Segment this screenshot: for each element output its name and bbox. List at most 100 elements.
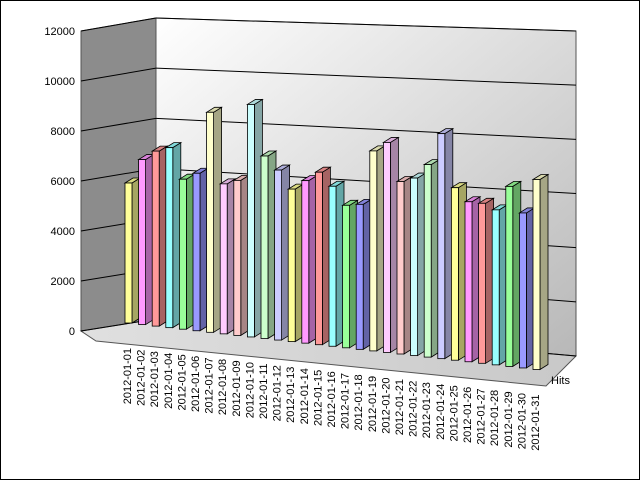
x-tick-label: 2012-01-22 [408, 381, 420, 437]
gridline-side [80, 117, 157, 132]
y-tick-label: 8000 [51, 126, 75, 138]
bar-front [328, 185, 337, 347]
x-tick-label: 2012-01-20 [380, 377, 392, 433]
bar-front [206, 111, 215, 333]
x-tick-label: 2012-01-07 [204, 357, 216, 413]
bar-2012-01-09 [232, 174, 251, 337]
bar-front [138, 159, 147, 325]
bar-front [151, 150, 160, 327]
bar-front [301, 180, 310, 344]
bar-2012-01-01 [123, 177, 142, 324]
x-tick-label: 2012-01-08 [217, 359, 229, 415]
bar-front [192, 172, 201, 332]
bar-2012-01-05 [178, 173, 196, 330]
bar-side [539, 173, 549, 371]
x-tick-label: 2012-01-17 [340, 373, 352, 429]
bar-2012-01-19 [368, 145, 387, 352]
x-tick-label: 2012-01-11 [258, 364, 270, 419]
bar-front [287, 188, 296, 343]
x-tick-label: 2012-01-25 [448, 385, 460, 441]
x-tick-label: 2012-01-01 [122, 348, 134, 404]
bar-2012-01-08 [218, 178, 237, 335]
gridline-side [80, 17, 157, 32]
bar-front [478, 202, 487, 364]
y-tick-label: 0 [69, 326, 75, 338]
bar-front [464, 201, 473, 363]
bar-front [124, 182, 133, 324]
x-tick-label: 2012-01-03 [149, 351, 161, 407]
bar-front [233, 179, 242, 336]
bar-2012-01-28 [490, 204, 509, 366]
bar-front [246, 104, 255, 338]
bar-2012-01-25 [450, 181, 468, 361]
x-tick-label: 2012-01-26 [462, 387, 474, 443]
x-tick-label: 2012-01-15 [312, 370, 324, 426]
bar-2012-01-30 [518, 207, 536, 369]
gridline [155, 67, 577, 86]
x-tick-label: 2012-01-14 [299, 368, 311, 424]
x-tick-label: 2012-01-09 [231, 360, 243, 416]
series-label: Hits [551, 375, 570, 387]
x-tick-label: 2012-01-28 [489, 390, 501, 446]
bar-front [410, 177, 419, 356]
bar-front [382, 142, 391, 353]
y-tick-label: 10000 [44, 76, 75, 88]
gridline [155, 117, 577, 140]
bar-front [260, 155, 269, 339]
bar-2012-01-23 [422, 158, 441, 358]
bar-2012-01-18 [354, 198, 373, 351]
bar-2012-01-31 [531, 173, 550, 371]
bar-2012-01-10 [246, 98, 264, 338]
bar-2012-01-24 [436, 127, 455, 360]
bar-2012-01-06 [191, 167, 210, 332]
bar-2012-01-07 [205, 106, 223, 334]
bar-front [437, 133, 446, 360]
bar-front [423, 164, 432, 358]
bar-2012-01-22 [409, 172, 427, 357]
bar-2012-01-03 [150, 145, 169, 327]
bar-front [165, 147, 174, 329]
bar-front [219, 183, 228, 335]
bar-2012-01-21 [395, 175, 414, 355]
bar-front [491, 209, 500, 366]
bar-front [314, 171, 323, 346]
x-tick-label: 2012-01-06 [190, 356, 202, 412]
bar-front [532, 179, 541, 370]
x-tick-label: 2012-01-23 [421, 382, 433, 438]
x-tick-label: 2012-01-05 [176, 354, 188, 410]
bar-front [450, 187, 459, 361]
bar-front [369, 150, 378, 352]
bar-front [355, 203, 364, 350]
bar-2012-01-11 [259, 150, 278, 340]
bar-front [396, 181, 405, 355]
x-tick-label: 2012-01-29 [503, 391, 515, 447]
bar-front [519, 212, 527, 369]
x-tick-label: 2012-01-04 [163, 353, 175, 409]
x-tick-label: 2012-01-24 [435, 384, 447, 440]
x-tick-label: 2012-01-30 [516, 393, 528, 449]
gridline-side [80, 67, 157, 82]
x-tick-label: 2012-01-10 [244, 362, 256, 418]
bar-2012-01-16 [327, 180, 346, 347]
y-tick-label: 4000 [51, 226, 75, 238]
bar-2012-01-14 [300, 174, 319, 344]
x-tick-label: 2012-01-27 [476, 388, 488, 444]
x-tick-label: 2012-01-13 [285, 367, 297, 423]
x-tick-label: 2012-01-21 [394, 379, 406, 435]
bar-2012-01-02 [137, 153, 155, 326]
bar-2012-01-17 [341, 199, 359, 349]
x-tick-label: 2012-01-02 [136, 350, 148, 406]
y-tick-label: 6000 [51, 176, 75, 188]
bar-2012-01-27 [477, 197, 495, 365]
y-tick-label: 12000 [44, 26, 75, 38]
bar-2012-01-26 [463, 196, 482, 363]
bar-front [178, 178, 187, 330]
bar-2012-01-13 [286, 183, 305, 343]
bar-2012-01-12 [273, 164, 291, 341]
x-tick-label: 2012-01-12 [272, 365, 284, 421]
gridline [155, 17, 577, 32]
x-tick-label: 2012-01-18 [353, 374, 365, 430]
bar-front [274, 169, 283, 341]
